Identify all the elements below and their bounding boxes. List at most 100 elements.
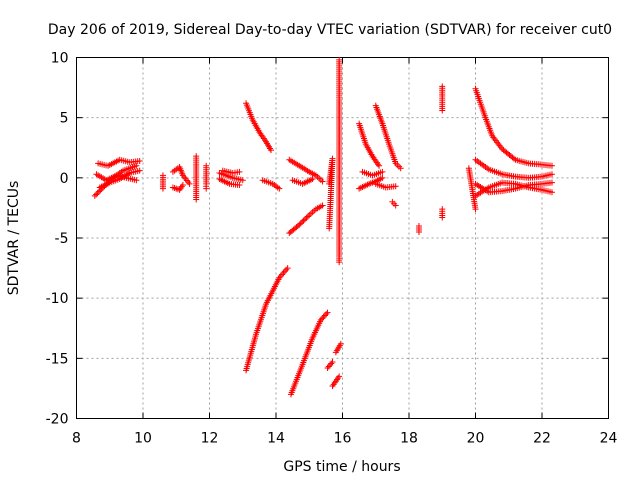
data-track xyxy=(356,120,383,169)
data-point-marker xyxy=(336,373,343,380)
grid xyxy=(76,57,609,419)
data-point-marker xyxy=(93,191,100,198)
data-track xyxy=(465,165,479,213)
data-point-marker xyxy=(548,189,555,196)
data-track xyxy=(286,156,326,185)
data-point-marker xyxy=(284,265,291,272)
data-track xyxy=(243,265,291,374)
data-point-marker xyxy=(301,216,308,223)
data-point-marker xyxy=(379,174,386,181)
data-track xyxy=(359,168,386,179)
data-point-marker xyxy=(94,190,101,197)
data-track xyxy=(289,176,316,187)
data-point-marker xyxy=(309,176,316,183)
data-track xyxy=(203,162,210,192)
data-track xyxy=(216,176,243,189)
data-point-marker xyxy=(300,217,307,224)
data-point-marker xyxy=(297,220,304,227)
axis-ticks: 8 10 12 14 16 18 20 22 24 -20 -15 -10 -5 0 5 10 xyxy=(46,51,618,447)
data-point-marker xyxy=(548,162,555,169)
chart-title: Day 206 of 2019, Sidereal Day-to-day VTE… xyxy=(48,22,612,38)
data-point-marker xyxy=(323,311,330,318)
data-point-marker xyxy=(193,196,200,203)
data-track xyxy=(372,102,404,172)
data-point-marker xyxy=(91,192,98,199)
data-track xyxy=(193,153,200,203)
data-track xyxy=(287,309,331,398)
data-point-marker xyxy=(95,188,102,195)
data-track xyxy=(329,373,343,390)
data-track xyxy=(169,164,193,187)
data-markers xyxy=(91,56,555,398)
data-point-marker xyxy=(379,168,386,175)
data-point-marker xyxy=(472,206,479,213)
data-track xyxy=(159,172,166,192)
data-track xyxy=(439,83,446,114)
data-point-marker xyxy=(296,221,303,228)
data-track xyxy=(389,198,399,209)
x-tick-label: 24 xyxy=(600,431,618,447)
x-tick-label: 16 xyxy=(334,431,352,447)
y-axis-title: SDTVAR / TECUs xyxy=(6,181,22,296)
data-track xyxy=(332,340,344,356)
data-point-marker xyxy=(159,185,166,192)
data-point-marker xyxy=(186,180,193,187)
data-track xyxy=(93,171,140,184)
data-point-marker xyxy=(294,222,301,229)
data-track xyxy=(439,206,446,221)
data-point-marker xyxy=(439,214,446,221)
x-tick-label: 14 xyxy=(267,431,285,447)
data-point-marker xyxy=(276,185,283,192)
x-tick-label: 12 xyxy=(201,431,219,447)
data-point-marker xyxy=(136,157,143,164)
data-point-marker xyxy=(179,182,186,189)
data-point-marker xyxy=(392,183,399,190)
data-track xyxy=(243,100,275,154)
data-point-marker xyxy=(236,168,243,175)
data-point-marker xyxy=(397,165,404,172)
y-tick-label: 5 xyxy=(60,111,69,127)
y-tick-label: -10 xyxy=(46,291,69,307)
data-point-marker xyxy=(415,228,422,235)
data-point-marker xyxy=(319,315,326,322)
data-point-marker xyxy=(439,107,446,114)
data-point-marker xyxy=(324,309,331,316)
data-track xyxy=(216,170,246,184)
data-track xyxy=(472,156,555,181)
x-axis-title: GPS time / hours xyxy=(283,459,400,475)
x-tick-label: 8 xyxy=(72,431,81,447)
data-track xyxy=(169,182,186,193)
data-point-marker xyxy=(317,316,324,323)
y-tick-label: -20 xyxy=(46,412,69,428)
data-track xyxy=(95,156,143,169)
data-point-marker xyxy=(319,178,326,185)
data-point-marker xyxy=(268,147,275,154)
data-point-marker xyxy=(320,313,327,320)
y-tick-label: -15 xyxy=(46,351,69,367)
data-track xyxy=(96,167,143,191)
data-point-marker xyxy=(337,340,344,347)
data-point-marker xyxy=(326,225,333,232)
data-point-marker xyxy=(548,171,555,178)
data-point-marker xyxy=(392,202,399,209)
x-tick-label: 10 xyxy=(134,431,152,447)
data-track xyxy=(259,177,283,192)
data-point-marker xyxy=(299,219,306,226)
data-point-marker xyxy=(136,167,143,174)
data-point-marker xyxy=(236,182,243,189)
data-point-marker xyxy=(336,259,343,266)
data-point-marker xyxy=(133,177,140,184)
data-point-marker xyxy=(203,185,210,192)
data-track xyxy=(324,358,336,371)
data-point-marker xyxy=(321,312,328,319)
data-track xyxy=(336,56,343,266)
data-track xyxy=(472,85,555,169)
data-point-marker xyxy=(548,179,555,186)
data-point-marker xyxy=(319,202,326,209)
data-track xyxy=(286,202,326,237)
y-tick-label: 0 xyxy=(60,171,69,187)
data-point-marker xyxy=(329,358,336,365)
data-track xyxy=(415,222,422,235)
y-tick-label: -5 xyxy=(55,231,69,247)
